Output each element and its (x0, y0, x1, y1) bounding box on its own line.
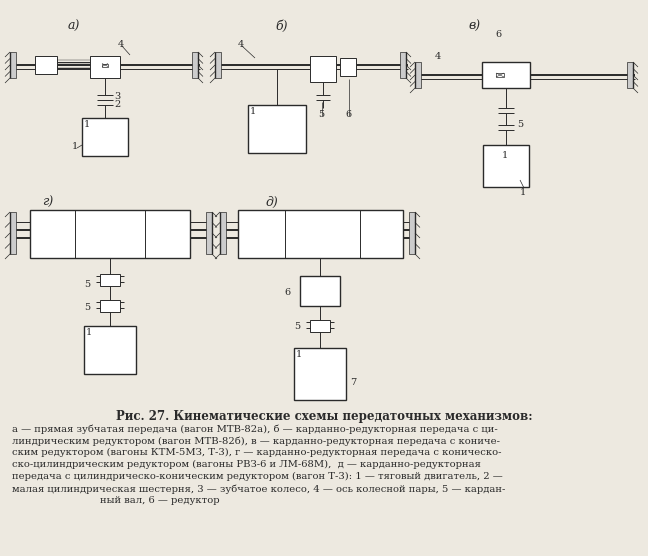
Text: 4: 4 (238, 40, 244, 49)
Bar (238, 210, 403, 258)
Bar (35, 56, 57, 74)
Text: 5: 5 (318, 110, 324, 119)
Bar (310, 320, 330, 332)
Bar (30, 210, 190, 258)
Bar (496, 73, 504, 77)
Bar (400, 52, 406, 78)
Bar (10, 52, 16, 78)
Bar (215, 52, 221, 78)
Bar (340, 58, 356, 76)
Bar (627, 62, 633, 88)
Bar (206, 212, 212, 254)
Bar (100, 300, 120, 312)
Bar (415, 62, 421, 88)
Text: 6: 6 (345, 110, 351, 119)
Text: 6: 6 (495, 30, 501, 39)
Bar (84, 326, 136, 374)
Text: 5: 5 (84, 280, 90, 289)
Bar (82, 118, 128, 156)
Text: б): б) (275, 20, 288, 33)
Bar (192, 52, 198, 78)
Text: 5: 5 (517, 120, 523, 129)
Text: 6: 6 (284, 288, 290, 297)
Text: ским редуктором (вагоны КТМ-5МЗ, Т-3), г — карданно-редукторная передача с конич: ским редуктором (вагоны КТМ-5МЗ, Т-3), г… (12, 448, 502, 457)
Text: 1: 1 (502, 151, 508, 160)
Text: 1: 1 (72, 142, 78, 151)
Text: в): в) (468, 20, 480, 33)
Text: а): а) (68, 20, 80, 33)
Text: 4: 4 (118, 40, 124, 49)
Text: 3: 3 (114, 92, 121, 101)
Bar (482, 62, 530, 88)
Bar (248, 105, 306, 153)
Text: ско-цилиндрическим редуктором (вагоны РВЗ-6 и ЛМ-68М),  д — карданно-редукторная: ско-цилиндрическим редуктором (вагоны РВ… (12, 460, 481, 469)
Text: ный вал, 6 — редуктор: ный вал, 6 — редуктор (100, 496, 220, 505)
Text: линдрическим редуктором (вагон МТВ-82б), в — карданно-редукторная передача с кон: линдрическим редуктором (вагон МТВ-82б),… (12, 436, 500, 445)
Bar (300, 276, 340, 306)
Text: малая цилиндрическая шестерня, 3 — зубчатое колесо, 4 — ось колесной пары, 5 — к: малая цилиндрическая шестерня, 3 — зубча… (12, 484, 505, 494)
Text: 1: 1 (84, 120, 90, 129)
Text: 2: 2 (114, 100, 121, 109)
Text: 1: 1 (296, 350, 302, 359)
Text: 7: 7 (350, 378, 356, 387)
Text: Рис. 27. Кинематические схемы передаточных механизмов:: Рис. 27. Кинематические схемы передаточн… (116, 410, 532, 423)
Text: передача с цилиндрическо-коническим редуктором (вагон Т-3): 1 — тяговый двигател: передача с цилиндрическо-коническим реду… (12, 472, 503, 481)
Bar (294, 348, 346, 400)
Text: д): д) (265, 196, 278, 209)
Text: г): г) (42, 196, 53, 209)
Bar (409, 212, 415, 254)
Bar (483, 145, 529, 187)
Text: а — прямая зубчатая передача (вагон МТВ-82а), б — карданно-редукторная передача : а — прямая зубчатая передача (вагон МТВ-… (12, 424, 498, 434)
Text: 5: 5 (84, 303, 90, 312)
Text: 1: 1 (520, 188, 526, 197)
Bar (100, 274, 120, 286)
Text: 4: 4 (435, 52, 441, 61)
Bar (90, 56, 120, 78)
Text: 1: 1 (250, 107, 256, 116)
Bar (310, 56, 336, 82)
Text: 5: 5 (294, 322, 300, 331)
Text: 1: 1 (86, 328, 92, 337)
Bar (10, 212, 16, 254)
Bar (102, 63, 108, 67)
Bar (220, 212, 226, 254)
